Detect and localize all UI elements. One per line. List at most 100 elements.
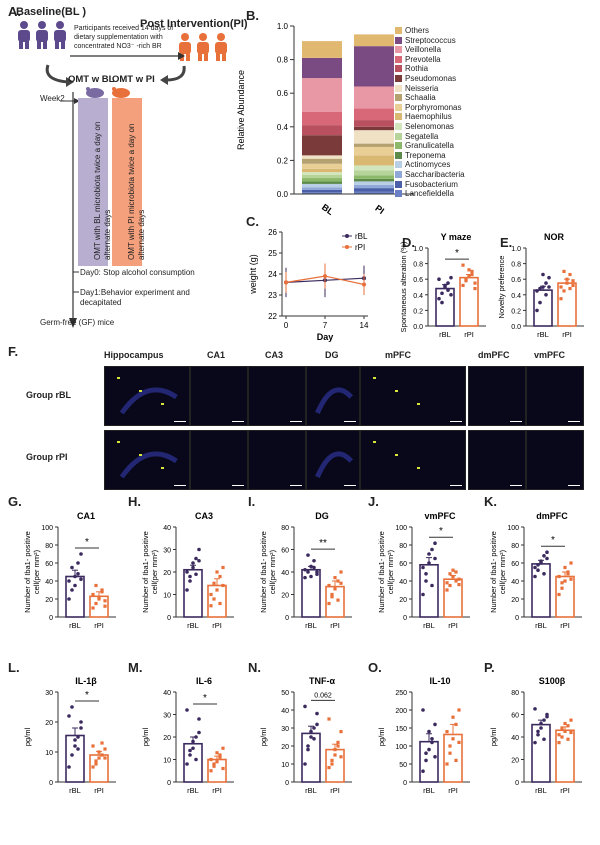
legend-label: Others xyxy=(405,26,430,35)
mouse-pi-icon xyxy=(112,87,130,98)
region-mpfc: mPFC xyxy=(385,350,412,360)
k-x-tick-label: rBL xyxy=(535,621,547,630)
j-data-point xyxy=(421,592,425,597)
e-data-point xyxy=(562,269,566,273)
legend-label: Pseudomonas xyxy=(405,73,457,83)
week2-arrow xyxy=(60,98,80,104)
n-data-point xyxy=(336,740,340,744)
row-rbl-label: Group rBL xyxy=(26,390,71,400)
o-data-point xyxy=(457,708,461,712)
d-x-tick-label: rBL xyxy=(439,330,451,339)
b-bar-segment xyxy=(354,191,394,194)
post-intervention-label: Post Intervention(PI) xyxy=(140,18,248,30)
l-y-axis-label: pg/ml xyxy=(23,727,32,746)
c-legend-marker xyxy=(345,245,349,249)
e-data-point xyxy=(568,286,572,291)
region-ca1: CA1 xyxy=(207,350,226,360)
d-data-point xyxy=(437,277,441,281)
j-title: vmPFC xyxy=(424,511,456,521)
c-point xyxy=(284,280,288,285)
j-y-axis-label: cell(per mm²) xyxy=(386,549,395,594)
h-y-tick-label: 20 xyxy=(163,570,171,577)
d-data-point xyxy=(440,300,444,305)
l-data-point xyxy=(97,750,101,754)
e-data-point xyxy=(559,297,563,301)
legend-item: Treponema xyxy=(395,151,465,161)
b-bar-segment xyxy=(302,187,342,190)
p-data-point xyxy=(536,732,540,737)
d-data-point xyxy=(461,263,465,267)
e-data-point xyxy=(544,281,548,285)
e-y-tick-label: 0.4 xyxy=(511,293,521,300)
n-x-tick-label: rPI xyxy=(330,786,340,795)
micrograph-image xyxy=(526,430,584,490)
p-data-point xyxy=(569,730,573,735)
i-y-tick-label: 0 xyxy=(285,615,289,622)
legend-label: Granulicatella xyxy=(405,141,454,151)
chart-n-bar: TNF-α 0 10 20 30 40 50 pg/ml rBL rPI 0.062 xyxy=(259,676,352,795)
chart-i-bar: DG 0 20 40 60 80 Number of Iba1- positive cell(… xyxy=(259,511,352,630)
h-data-point xyxy=(185,570,189,574)
j-y-tick-label: 80 xyxy=(399,543,407,550)
legend-swatch xyxy=(395,36,402,44)
panel-label-g: G. xyxy=(8,494,22,509)
k-data-point xyxy=(560,581,564,585)
m-data-point xyxy=(191,739,195,744)
legend-swatch xyxy=(395,142,402,150)
g-data-point xyxy=(100,590,104,594)
g-data-point xyxy=(79,577,83,581)
legend-item: Others xyxy=(395,26,465,36)
j-data-point xyxy=(448,572,452,576)
n-data-point xyxy=(336,744,340,748)
b-bar-segment xyxy=(354,155,394,166)
omt-bl-label: OMT w BL xyxy=(68,74,115,85)
d-data-point xyxy=(470,272,474,277)
d-data-point xyxy=(440,291,444,296)
g-data-point xyxy=(73,583,77,588)
curved-arrow-right xyxy=(160,65,186,85)
c-point xyxy=(323,274,327,279)
h-bar xyxy=(183,568,203,618)
k-y-axis-label: Number of Iba1- positive xyxy=(489,531,498,613)
m-data-point xyxy=(197,730,201,735)
o-data-point xyxy=(457,740,461,744)
e-data-point xyxy=(541,285,545,289)
h-data-point xyxy=(194,556,198,561)
chart-l-bar: IL-1β 0 10 20 30 pg/ml rBL rPI * xyxy=(23,676,116,795)
region-dg: DG xyxy=(325,350,339,360)
i-data-point xyxy=(315,570,319,574)
e-data-point xyxy=(535,289,539,293)
b-bar-segment xyxy=(354,143,394,147)
o-data-point xyxy=(427,747,431,752)
e-bar xyxy=(557,282,577,327)
dg-tissue-shape xyxy=(315,387,354,415)
p-x-tick-label: rBL xyxy=(535,786,547,795)
g-data-point xyxy=(103,599,107,603)
d-y-axis-label: Spontaneous alteration (%) xyxy=(399,241,408,332)
scale-bar xyxy=(344,485,356,486)
baseline-people-icon xyxy=(18,21,66,49)
supplementation-note: Participants received 14 days of dietary… xyxy=(74,24,184,51)
j-data-point xyxy=(451,574,455,579)
region-hippocampus: Hippocampus xyxy=(104,350,164,360)
b-bar-segment xyxy=(354,188,394,192)
k-bar xyxy=(531,563,551,618)
i-data-point xyxy=(327,601,331,606)
legend-item: Haemophilus xyxy=(395,112,465,122)
legend-item: Neisseria xyxy=(395,84,465,94)
l-data-point xyxy=(70,705,74,709)
k-data-point xyxy=(557,574,561,579)
legend-swatch xyxy=(395,55,402,63)
legend-swatch xyxy=(395,103,402,111)
e-data-point xyxy=(565,281,569,285)
b-bar-segment xyxy=(302,168,342,173)
o-data-point xyxy=(448,751,452,755)
o-data-point xyxy=(424,758,428,763)
micrograph-image xyxy=(360,366,466,426)
n-data-point xyxy=(330,762,334,766)
i-data-point xyxy=(306,570,310,574)
legend-swatch xyxy=(395,161,402,169)
d-data-point xyxy=(443,283,447,288)
g-data-point xyxy=(73,574,77,579)
d-data-point xyxy=(473,281,477,285)
